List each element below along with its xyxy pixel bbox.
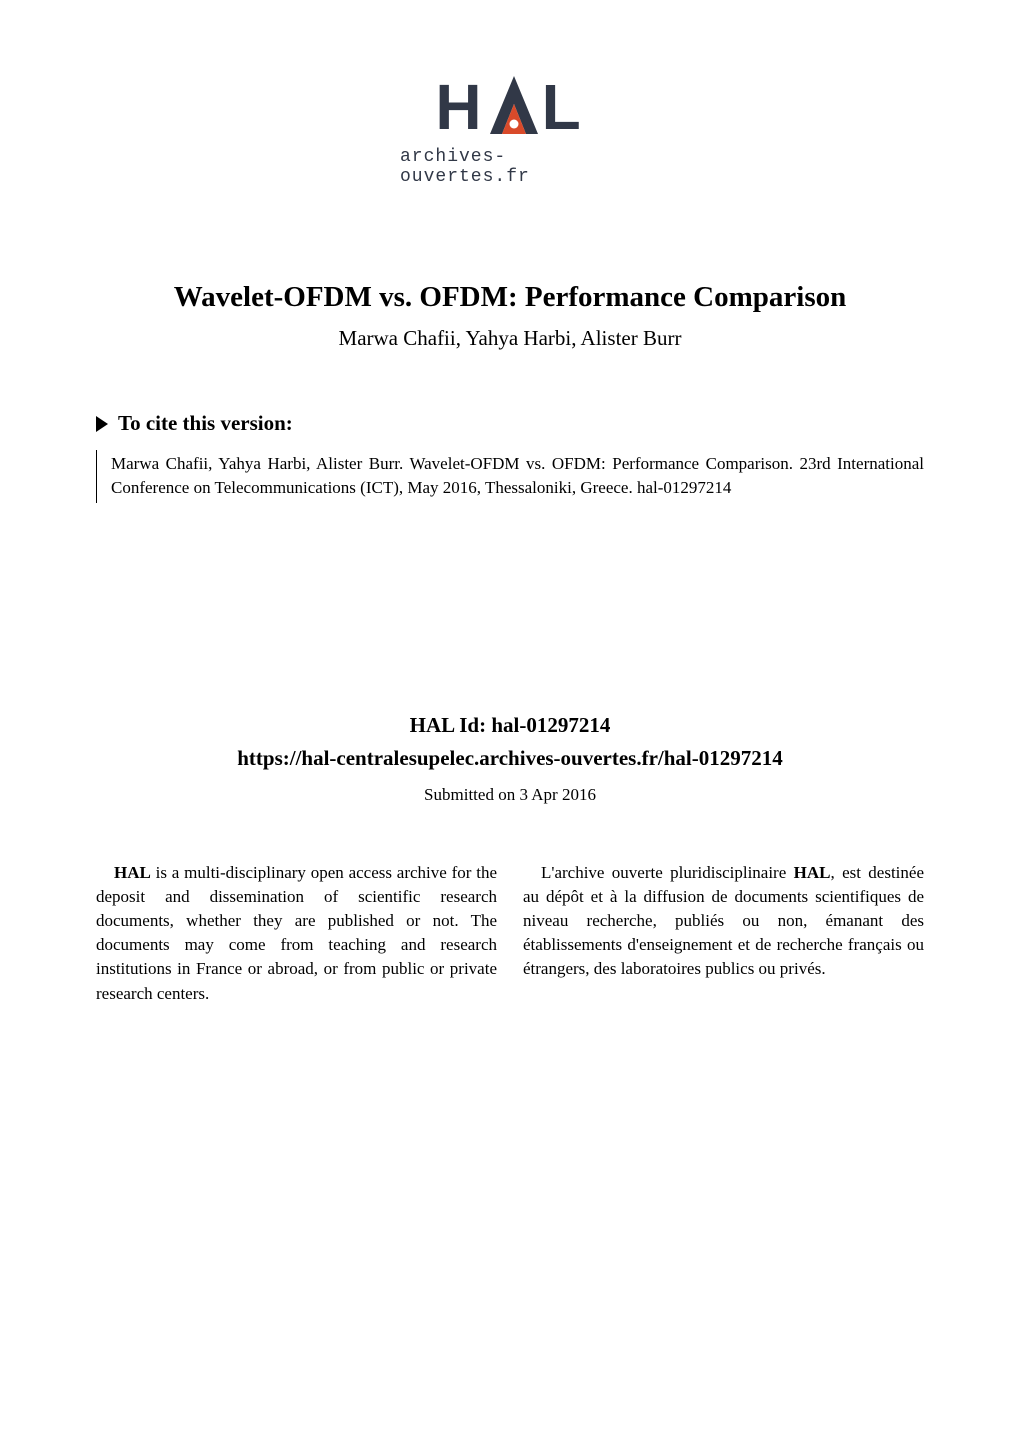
cite-heading: To cite this version: (96, 411, 924, 436)
paper-authors: Marwa Chafii, Yahya Harbi, Alister Burr (96, 326, 924, 351)
logo-letters: H L (435, 74, 584, 139)
logo-letter-h: H (435, 75, 485, 139)
logo-letter-a-icon (486, 74, 542, 139)
hal-url[interactable]: https://hal-centralesupelec.archives-ouv… (96, 746, 924, 771)
desc-left-bold: HAL (114, 863, 151, 882)
caret-right-icon (96, 416, 108, 432)
description-columns: HAL is a multi-disciplinary open access … (96, 861, 924, 1006)
logo-tagline: archives-ouvertes.fr (400, 147, 620, 187)
logo-container: H L archives-ouvertes.fr (96, 74, 924, 187)
desc-right-bold: HAL (794, 863, 831, 882)
paper-title: Wavelet-OFDM vs. OFDM: Performance Compa… (96, 281, 924, 314)
citation-block: Marwa Chafii, Yahya Harbi, Alister Burr.… (96, 450, 924, 503)
desc-right-prefix: L'archive ouverte pluridisciplinaire (541, 863, 794, 882)
hal-id: HAL Id: hal-01297214 (96, 713, 924, 738)
page-root: H L archives-ouvertes.fr Wavelet-OFDM vs… (0, 0, 1020, 1442)
submitted-date: Submitted on 3 Apr 2016 (96, 785, 924, 805)
hal-logo: H L archives-ouvertes.fr (400, 74, 620, 187)
description-left: HAL is a multi-disciplinary open access … (96, 861, 497, 1006)
cite-heading-text: To cite this version: (118, 411, 293, 436)
desc-left-text: is a multi-disciplinary open access arch… (96, 863, 497, 1003)
description-right: L'archive ouverte pluridisciplinaire HAL… (523, 861, 924, 1006)
logo-letter-l: L (542, 75, 585, 139)
